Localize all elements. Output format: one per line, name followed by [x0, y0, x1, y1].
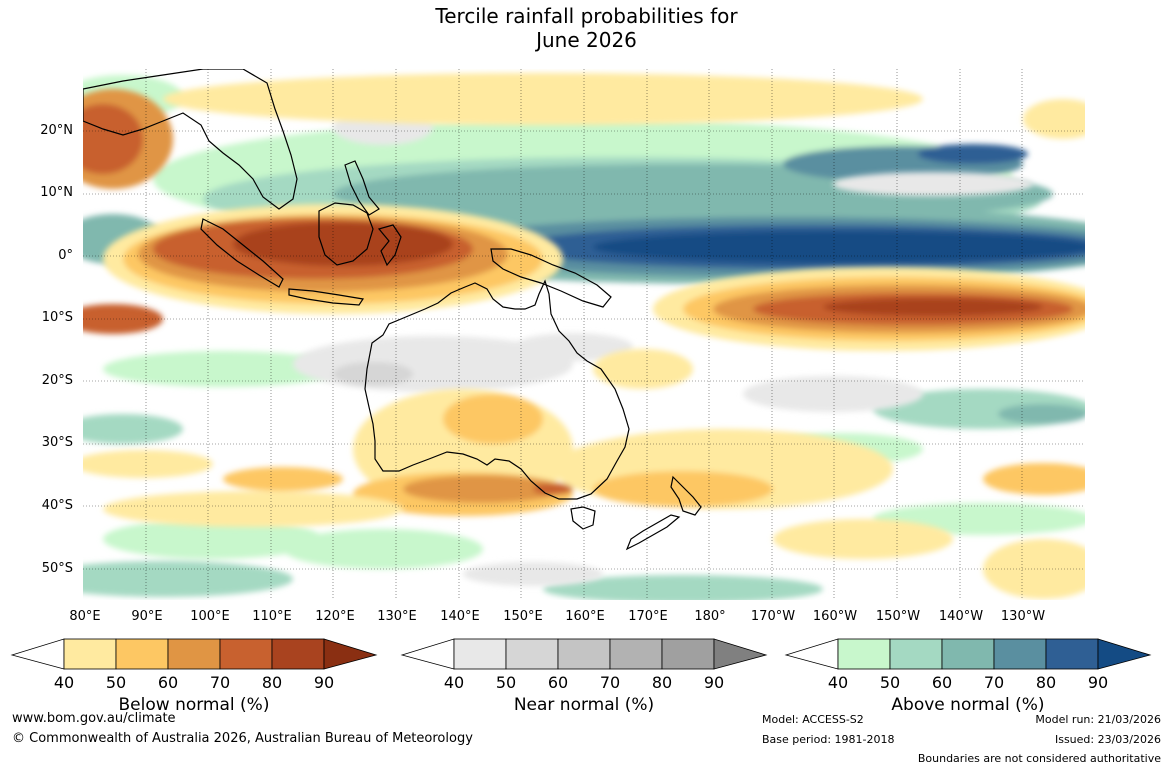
- sumatra-outline: [200, 218, 284, 288]
- rainfall-probability-map: [83, 69, 1085, 600]
- lon-label-130w: 130°W: [1000, 609, 1046, 624]
- lat-label-10n: 10°N: [40, 185, 73, 200]
- lon-label-140e: 140°E: [440, 609, 480, 624]
- lon-label-100e: 100°E: [190, 609, 230, 624]
- lat-label-30s: 30°S: [41, 435, 73, 450]
- below-tick-90: 90: [314, 673, 334, 692]
- lon-label-130e: 130°E: [377, 609, 417, 624]
- lon-label-150w: 150°W: [875, 609, 921, 624]
- above-tick-70: 70: [984, 673, 1004, 692]
- model-name: Model: ACCESS-S2: [762, 713, 864, 726]
- sulawesi-outline: [377, 224, 402, 267]
- lon-label-140w: 140°W: [938, 609, 984, 624]
- near-tick-80: 80: [652, 673, 672, 692]
- lat-label-50s: 50°S: [41, 561, 73, 576]
- below-tick-50: 50: [106, 673, 126, 692]
- near-tick-60: 60: [548, 673, 568, 692]
- base-period: Base period: 1981-2018: [762, 733, 895, 746]
- philippines-outline: [344, 160, 380, 216]
- near-tick-50: 50: [496, 673, 516, 692]
- lon-label-150e: 150°E: [503, 609, 543, 624]
- below-normal-colorbar: [10, 638, 378, 670]
- map-title: Tercile rainfall probabilities for June …: [0, 4, 1173, 52]
- lon-label-90e: 90°E: [131, 609, 163, 624]
- near-normal-legend-title: Near normal (%): [513, 695, 655, 715]
- near-tick-40: 40: [444, 673, 464, 692]
- lon-label-180: 180°: [694, 609, 726, 624]
- lon-label-80e: 80°E: [69, 609, 101, 624]
- near-tick-90: 90: [704, 673, 724, 692]
- issued-date: Issued: 23/03/2026: [1054, 733, 1161, 746]
- tasmania-outline: [570, 506, 596, 530]
- land-outlines: [83, 69, 702, 551]
- new-zealand-south-outline: [625, 514, 681, 551]
- gridlines: [83, 69, 1085, 600]
- lon-label-120e: 120°E: [315, 609, 355, 624]
- new-zealand-north-outline: [670, 475, 702, 516]
- title-line-1: Tercile rainfall probabilities for: [435, 4, 738, 28]
- above-tick-50: 50: [880, 673, 900, 692]
- lon-label-170e: 170°E: [628, 609, 668, 624]
- legend-colorbars: 40 50 60 70 80 90 40 50 60 70 80 90 40 5…: [10, 638, 1152, 692]
- below-normal-regions: [83, 73, 1085, 599]
- lat-label-40s: 40°S: [41, 498, 73, 513]
- australia-outline: [364, 279, 630, 500]
- lon-label-110e: 110°E: [252, 609, 292, 624]
- above-normal-legend-title: Above normal (%): [891, 695, 1045, 715]
- lon-label-160w: 160°W: [812, 609, 858, 624]
- above-tick-60: 60: [932, 673, 952, 692]
- mainland-asia-outline: [83, 69, 298, 210]
- above-tick-80: 80: [1036, 673, 1056, 692]
- lat-label-0: 0°: [58, 248, 73, 263]
- above-tick-90: 90: [1088, 673, 1108, 692]
- boundaries-disclaimer: Boundaries are not considered authoritat…: [917, 752, 1161, 765]
- new-guinea-outline: [490, 248, 612, 308]
- near-tick-70: 70: [600, 673, 620, 692]
- lat-label-20n: 20°N: [40, 123, 73, 138]
- lat-label-20s: 20°S: [41, 373, 73, 388]
- title-line-2: June 2026: [536, 28, 637, 52]
- lat-label-10s: 10°S: [41, 310, 73, 325]
- below-tick-60: 60: [158, 673, 178, 692]
- below-normal-legend-title: Below normal (%): [118, 695, 270, 715]
- model-run-date: Model run: 21/03/2026: [1035, 713, 1161, 726]
- lon-label-170w: 170°W: [750, 609, 796, 624]
- copyright-text: © Commonwealth of Australia 2026, Austra…: [12, 731, 473, 746]
- lon-label-160e: 160°E: [565, 609, 605, 624]
- below-tick-70: 70: [210, 673, 230, 692]
- below-tick-40: 40: [54, 673, 74, 692]
- above-tick-40: 40: [828, 673, 848, 692]
- above-normal-colorbar: [784, 638, 1152, 670]
- borneo-outline: [318, 202, 374, 266]
- near-normal-colorbar: [400, 638, 768, 670]
- below-tick-80: 80: [262, 673, 282, 692]
- java-outline: [288, 288, 365, 306]
- bom-website-link[interactable]: www.bom.gov.au/climate: [12, 711, 176, 726]
